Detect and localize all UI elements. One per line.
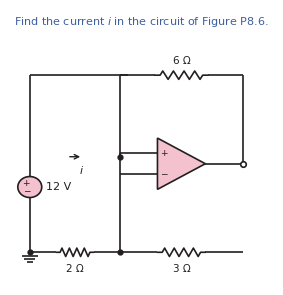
Text: +: + <box>23 179 30 188</box>
Text: −: − <box>160 170 168 179</box>
Text: i: i <box>80 166 83 176</box>
Text: 2 Ω: 2 Ω <box>66 264 84 274</box>
Text: 3 Ω: 3 Ω <box>173 264 190 274</box>
Circle shape <box>18 176 42 198</box>
Text: 6 Ω: 6 Ω <box>173 56 190 66</box>
Text: 12 V: 12 V <box>46 182 71 192</box>
Text: −: − <box>23 186 30 195</box>
Text: Find the current $i$ in the circuit of Figure P8.6.: Find the current $i$ in the circuit of F… <box>14 14 269 29</box>
Text: +: + <box>160 149 168 158</box>
Polygon shape <box>157 138 205 189</box>
